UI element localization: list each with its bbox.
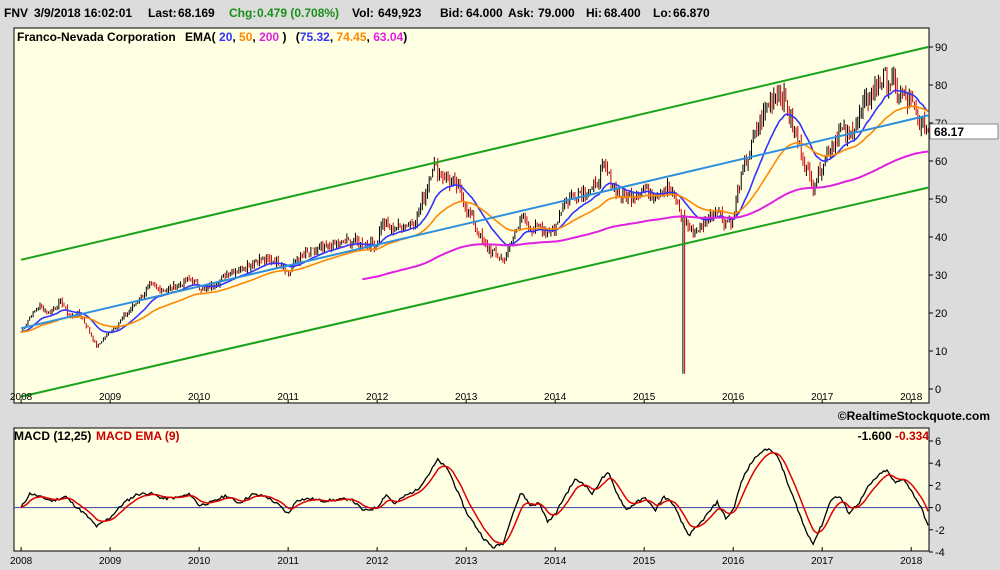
company-name: Franco-Nevada Corporation xyxy=(17,30,176,44)
macd-ema-label: MACD EMA (9) xyxy=(96,429,180,443)
macd-y-tick-label: -4 xyxy=(935,547,945,559)
macd-y-tick-label: 4 xyxy=(935,458,941,470)
macd-x-tick-label: 2013 xyxy=(455,556,478,567)
price-marks xyxy=(20,46,929,398)
chg-label: Chg: xyxy=(229,6,257,20)
quote-bar: FNV 3/9/2018 16:02:01 Last: 68.169 Chg: … xyxy=(0,0,1000,26)
price-y-tick-label: 60 xyxy=(935,156,947,168)
ema-value-20: 75.32 xyxy=(300,30,330,44)
vol-value: 649,923 xyxy=(378,6,422,20)
macd-x-tick-label: 2016 xyxy=(722,556,745,567)
price-panel xyxy=(13,27,930,404)
macd-marks xyxy=(14,447,929,549)
ema-period-200: 200 xyxy=(259,30,279,44)
last-price-label: 68.17 xyxy=(934,125,964,139)
price-x-tick-label: 2016 xyxy=(722,392,745,403)
hi-label: Hi: xyxy=(586,6,602,20)
price-y-tick-label: 30 xyxy=(935,270,947,282)
ask-value: 79.000 xyxy=(538,6,575,20)
last-value: 68.169 xyxy=(178,6,215,20)
macd-x-tick-label: 2017 xyxy=(811,556,834,567)
ema-legend-label: EMA( xyxy=(185,30,216,44)
macd-x-tick-label: 2011 xyxy=(277,556,299,567)
macd-value: -1.600 xyxy=(858,429,892,443)
macd-x-tick-label: 2012 xyxy=(366,556,389,567)
macd-x-tick-label: 2014 xyxy=(544,556,567,567)
macd-signal-value: -0.334 xyxy=(895,429,929,443)
ema-value-200: 63.04 xyxy=(373,30,403,44)
price-y-tick-label: 40 xyxy=(935,232,947,244)
lo-label: Lo: xyxy=(653,6,672,20)
macd-x-tick-label: 2010 xyxy=(188,556,211,567)
hi-value: 68.400 xyxy=(604,6,641,20)
upper-channel-line xyxy=(20,46,929,261)
last-price-box xyxy=(929,123,999,140)
ema-value-50: 74.45 xyxy=(337,30,367,44)
ema-legend-close: ) xyxy=(282,30,286,44)
price-x-tick-label: 2018 xyxy=(900,392,923,403)
macd-y-tick-label: 2 xyxy=(935,480,941,492)
macd-x-tick-label: 2008 xyxy=(10,556,33,567)
ema200-line xyxy=(362,150,929,281)
lower-channel-line xyxy=(20,186,929,398)
price-x-tick-label: 2014 xyxy=(544,392,567,403)
macd-x-tick-label: 2009 xyxy=(99,556,122,567)
symbol: FNV xyxy=(4,6,28,20)
price-y-tick-label: 80 xyxy=(935,80,947,92)
price-y-tick-label: 90 xyxy=(935,42,947,54)
macd-x-tick-label: 2015 xyxy=(633,556,656,567)
macd-panel xyxy=(13,427,930,552)
ema50-line xyxy=(21,105,929,333)
ema-legend: EMA( 20, 50, 200 ) (75.32, 74.45, 63.04) xyxy=(185,30,407,44)
price-x-tick-label: 2011 xyxy=(277,392,299,403)
price-x-tick-label: 2010 xyxy=(188,392,211,403)
copyright: ©RealtimeStockquote.com xyxy=(838,409,990,423)
ema-period-20: 20 xyxy=(219,30,233,44)
last-label: Last: xyxy=(148,6,177,20)
bid-label: Bid: xyxy=(440,6,464,20)
ema-period-50: 50 xyxy=(239,30,253,44)
price-x-tick-label: 2015 xyxy=(633,392,656,403)
price-x-tick-label: 2017 xyxy=(811,392,834,403)
chg-value: 0.479 (0.708%) xyxy=(257,6,340,20)
vol-label: Vol: xyxy=(352,6,374,20)
macd-y-tick-label: -2 xyxy=(935,525,945,537)
macd-signal-line xyxy=(20,452,929,545)
macd-x-tick-label: 2018 xyxy=(900,556,923,567)
macd-label: MACD (12,25) xyxy=(14,429,91,443)
ask-label: Ask: xyxy=(508,6,535,20)
price-x-tick-label: 2009 xyxy=(99,392,122,403)
price-y-tick-label: 50 xyxy=(935,194,947,206)
macd-axes: -4 -2 0 2 4 6 2008 2009 2010 2011 2012 2013 2014 2015… xyxy=(10,436,945,567)
price-y-tick-label: 20 xyxy=(935,308,947,320)
macd-y-tick-label: 0 xyxy=(935,503,941,515)
macd-readout: -1.600 -0.334 xyxy=(858,429,930,443)
price-y-tick-label: 10 xyxy=(935,346,947,358)
price-x-tick-label: 2012 xyxy=(366,392,389,403)
price-x-tick-label: 2008 xyxy=(10,392,33,403)
macd-y-tick-label: 6 xyxy=(935,436,941,448)
quote-datetime: 3/9/2018 16:02:01 xyxy=(34,6,133,20)
lo-value: 66.870 xyxy=(673,6,710,20)
regression-line xyxy=(20,114,929,330)
price-y-tick-label: 0 xyxy=(935,384,941,396)
bid-value: 64.000 xyxy=(466,6,503,20)
price-x-tick-label: 2013 xyxy=(455,392,478,403)
